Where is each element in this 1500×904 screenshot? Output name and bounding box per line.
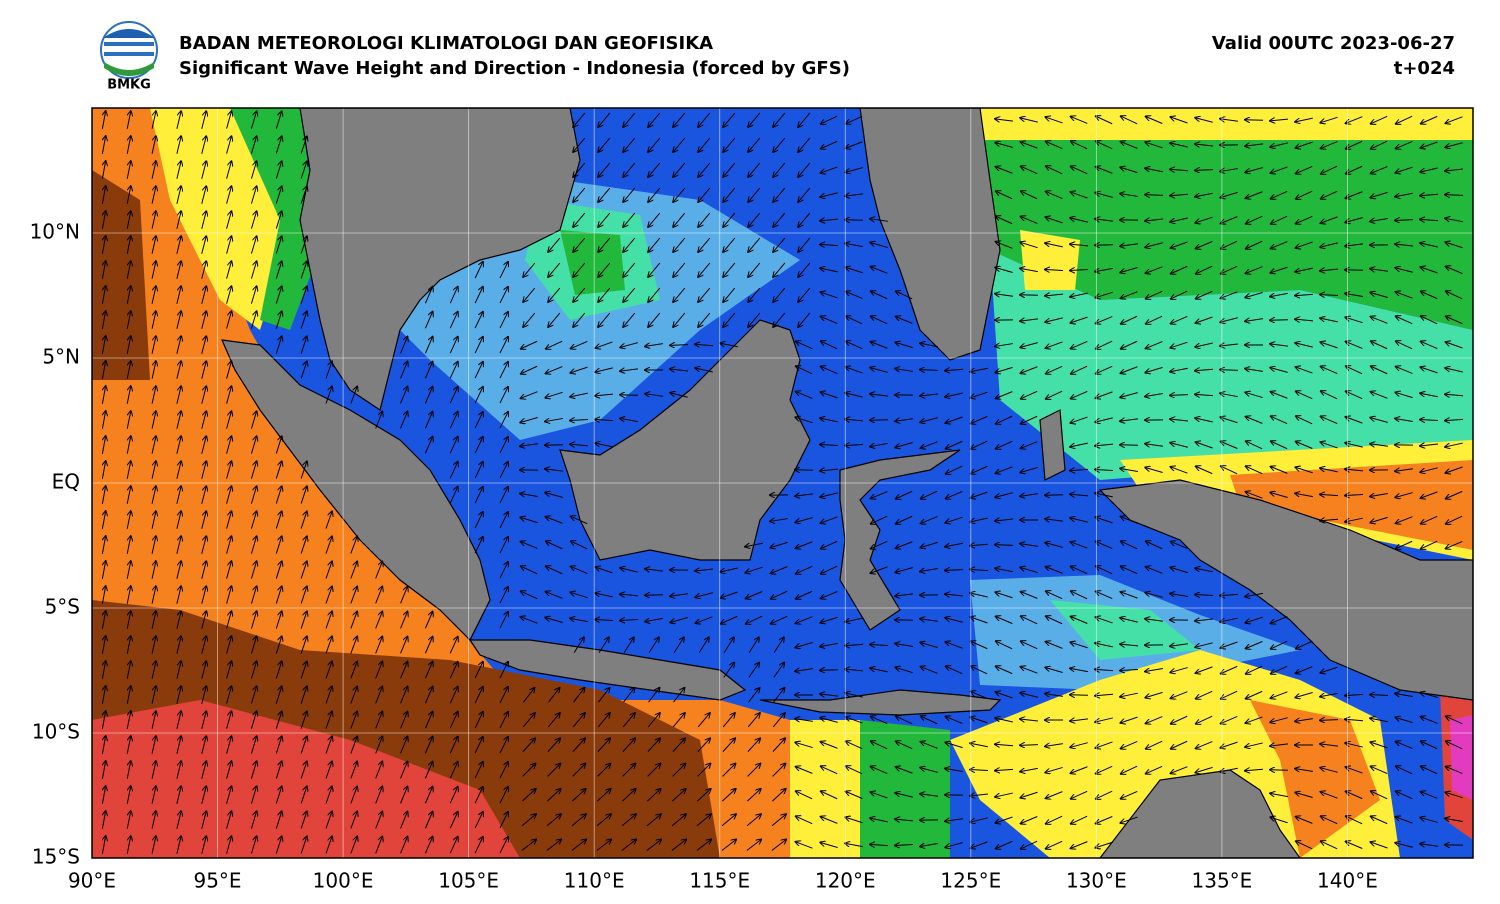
logo-text: BMKG [107, 78, 151, 93]
valid-time: Valid 00UTC 2023-06-27 [1212, 33, 1455, 54]
y-tick-label: 10°N [30, 220, 80, 244]
arrow [1320, 720, 1338, 721]
y-tick-label: 10°S [32, 720, 80, 744]
arrow [620, 395, 638, 396]
arrow [1270, 770, 1288, 771]
x-tick-label: 130°E [1066, 869, 1127, 893]
arrow [845, 220, 863, 221]
x-tick-label: 120°E [815, 869, 876, 893]
y-tick-label: 15°S [32, 845, 80, 869]
arrow [1070, 695, 1088, 696]
arrow [1270, 320, 1288, 321]
logo: BMKG [101, 22, 157, 93]
arrow [1045, 495, 1063, 496]
x-tick-label: 100°E [313, 869, 374, 893]
x-tick-label: 115°E [689, 869, 750, 893]
x-tick-label: 110°E [564, 869, 625, 893]
y-tick-label: 5°S [45, 595, 80, 619]
y-tick-label: 5°N [42, 345, 80, 369]
map-subtitle: Significant Wave Height and Direction - … [179, 58, 850, 79]
x-tick-label: 90°E [68, 869, 116, 893]
arrow [820, 670, 838, 671]
lead-time: t+024 [1394, 58, 1455, 79]
x-tick-label: 95°E [193, 869, 241, 893]
y-tick-label: EQ [52, 470, 80, 494]
x-tick-label: 105°E [438, 869, 499, 893]
x-tick-label: 140°E [1317, 869, 1378, 893]
x-tick-label: 135°E [1192, 869, 1253, 893]
x-tick-label: 125°E [940, 869, 1001, 893]
arrow [1020, 745, 1038, 746]
agency-title: BADAN METEOROLOGI KLIMATOLOGI DAN GEOFIS… [179, 33, 713, 54]
